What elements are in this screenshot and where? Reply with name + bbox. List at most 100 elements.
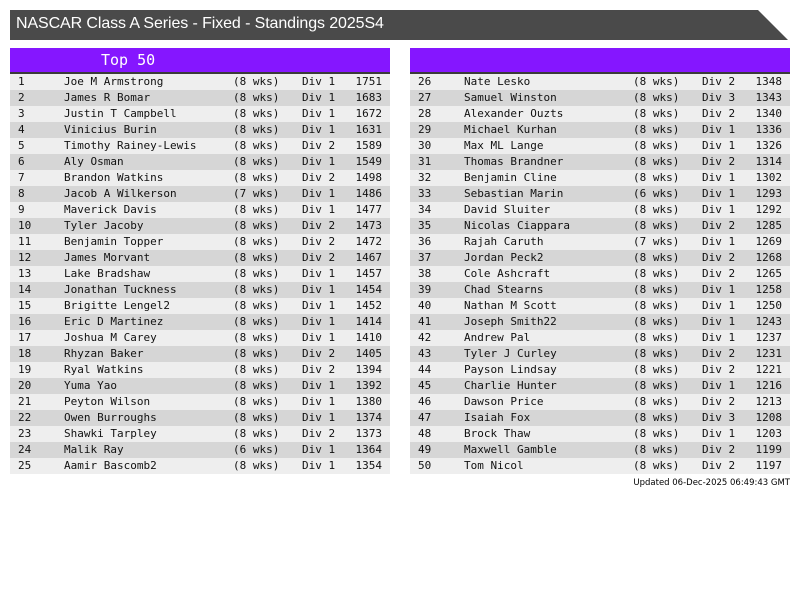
rank: 50 — [418, 459, 432, 472]
points: 1314 — [755, 155, 783, 168]
points: 1405 — [355, 347, 383, 360]
division: Div 1 — [302, 299, 336, 312]
points: 1472 — [355, 235, 383, 248]
weeks: (8 wks) — [633, 347, 680, 360]
driver-name: Jacob A Wilkerson — [64, 187, 177, 200]
rank: 38 — [418, 267, 432, 280]
division: Div 1 — [702, 315, 736, 328]
weeks: (8 wks) — [233, 139, 280, 152]
rank: 29 — [418, 123, 432, 136]
table-row: 1 Joe M Armstrong (8 wks) Div 1 1751 — [10, 74, 390, 90]
points: 1457 — [355, 267, 383, 280]
rank: 10 — [18, 219, 32, 232]
points: 1237 — [755, 331, 783, 344]
division: Div 2 — [702, 267, 736, 280]
points: 1292 — [755, 203, 783, 216]
table-row: 24 Malik Ray (6 wks) Div 1 1364 — [10, 442, 390, 458]
weeks: (8 wks) — [233, 299, 280, 312]
division: Div 1 — [302, 331, 336, 344]
points: 1467 — [355, 251, 383, 264]
panel-header — [410, 48, 790, 74]
rank: 36 — [418, 235, 432, 248]
weeks: (8 wks) — [233, 123, 280, 136]
points: 1269 — [755, 235, 783, 248]
rank: 4 — [18, 123, 25, 136]
panel-header: Top 50 — [10, 48, 390, 74]
rank: 47 — [418, 411, 432, 424]
driver-name: Brandon Watkins — [64, 171, 164, 184]
rank: 37 — [418, 251, 432, 264]
points: 1293 — [755, 187, 783, 200]
page-title: NASCAR Class A Series - Fixed - Standing… — [16, 15, 384, 32]
points: 1454 — [355, 283, 383, 296]
driver-name: Maxwell Gamble — [464, 443, 557, 456]
driver-name: Malik Ray — [64, 443, 124, 456]
division: Div 1 — [302, 187, 336, 200]
table-row: 29 Michael Kurhan (8 wks) Div 1 1336 — [410, 122, 790, 138]
rank: 12 — [18, 251, 32, 264]
rank: 32 — [418, 171, 432, 184]
division: Div 1 — [302, 91, 336, 104]
rank: 34 — [418, 203, 432, 216]
points: 1336 — [755, 123, 783, 136]
points: 1343 — [755, 91, 783, 104]
points: 1380 — [355, 395, 383, 408]
weeks: (8 wks) — [233, 107, 280, 120]
rank: 46 — [418, 395, 432, 408]
weeks: (8 wks) — [633, 219, 680, 232]
division: Div 2 — [302, 251, 336, 264]
weeks: (8 wks) — [233, 155, 280, 168]
table-row: 42 Andrew Pal (8 wks) Div 1 1237 — [410, 330, 790, 346]
points: 1221 — [755, 363, 783, 376]
driver-name: Alexander Ouzts — [464, 107, 564, 120]
weeks: (8 wks) — [633, 123, 680, 136]
table-row: 11 Benjamin Topper (8 wks) Div 2 1472 — [10, 234, 390, 250]
division: Div 1 — [702, 171, 736, 184]
division: Div 1 — [702, 379, 736, 392]
division: Div 2 — [302, 219, 336, 232]
division: Div 2 — [302, 171, 336, 184]
weeks: (8 wks) — [233, 203, 280, 216]
table-row: 26 Nate Lesko (8 wks) Div 2 1348 — [410, 74, 790, 90]
division: Div 2 — [702, 459, 736, 472]
table-row: 8 Jacob A Wilkerson (7 wks) Div 1 1486 — [10, 186, 390, 202]
table-row: 43 Tyler J Curley (8 wks) Div 2 1231 — [410, 346, 790, 362]
division: Div 2 — [702, 395, 736, 408]
weeks: (8 wks) — [233, 347, 280, 360]
weeks: (8 wks) — [233, 251, 280, 264]
division: Div 1 — [702, 235, 736, 248]
weeks: (8 wks) — [633, 283, 680, 296]
weeks: (8 wks) — [233, 379, 280, 392]
points: 1392 — [355, 379, 383, 392]
points: 1258 — [755, 283, 783, 296]
rank: 45 — [418, 379, 432, 392]
standings-list: 1 Joe M Armstrong (8 wks) Div 1 1751 2 James R… — [10, 74, 390, 474]
points: 1216 — [755, 379, 783, 392]
weeks: (8 wks) — [633, 139, 680, 152]
points: 1751 — [355, 75, 383, 88]
points: 1486 — [355, 187, 383, 200]
weeks: (7 wks) — [633, 235, 680, 248]
table-row: 40 Nathan M Scott (8 wks) Div 1 1250 — [410, 298, 790, 314]
rank: 33 — [418, 187, 432, 200]
points: 1213 — [755, 395, 783, 408]
division: Div 1 — [702, 123, 736, 136]
rank: 15 — [18, 299, 32, 312]
driver-name: Owen Burroughs — [64, 411, 157, 424]
driver-name: Vinicius Burin — [64, 123, 157, 136]
weeks: (8 wks) — [233, 91, 280, 104]
driver-name: Yuma Yao — [64, 379, 117, 392]
weeks: (8 wks) — [633, 363, 680, 376]
points: 1549 — [355, 155, 383, 168]
weeks: (8 wks) — [233, 363, 280, 376]
rank: 14 — [18, 283, 32, 296]
weeks: (6 wks) — [233, 443, 280, 456]
table-row: 50 Tom Nicol (8 wks) Div 2 1197 — [410, 458, 790, 474]
points: 1394 — [355, 363, 383, 376]
points: 1683 — [355, 91, 383, 104]
division: Div 1 — [302, 459, 336, 472]
weeks: (8 wks) — [233, 315, 280, 328]
standings-list: 26 Nate Lesko (8 wks) Div 2 1348 27 Samuel Win… — [410, 74, 790, 474]
driver-name: Chad Stearns — [464, 283, 544, 296]
division: Div 1 — [302, 267, 336, 280]
